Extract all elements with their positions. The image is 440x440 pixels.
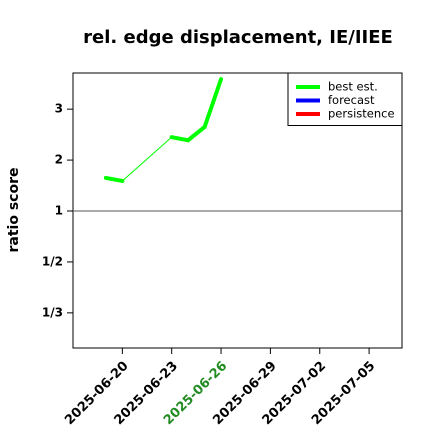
series-segment (186, 124, 207, 143)
series-segment (103, 175, 125, 183)
chart-title: rel. edge displacement, IE/IIEE (83, 27, 393, 48)
y-tick-label: 3 (55, 102, 63, 116)
y-axis-label: ratio score (6, 168, 22, 253)
legend-label: best est. (328, 80, 378, 94)
series-segment (169, 135, 191, 143)
legend-label: forecast (328, 93, 375, 107)
series-segment (121, 136, 173, 182)
y-tick-label: 1/2 (42, 254, 63, 268)
legend-label: persistence (328, 107, 395, 121)
y-tick-label: 2 (55, 153, 63, 167)
y-tick-label: 1 (55, 204, 63, 218)
y-tick-label: 1/3 (42, 305, 63, 319)
series-segment (202, 77, 224, 129)
plot-frame (72, 72, 403, 349)
